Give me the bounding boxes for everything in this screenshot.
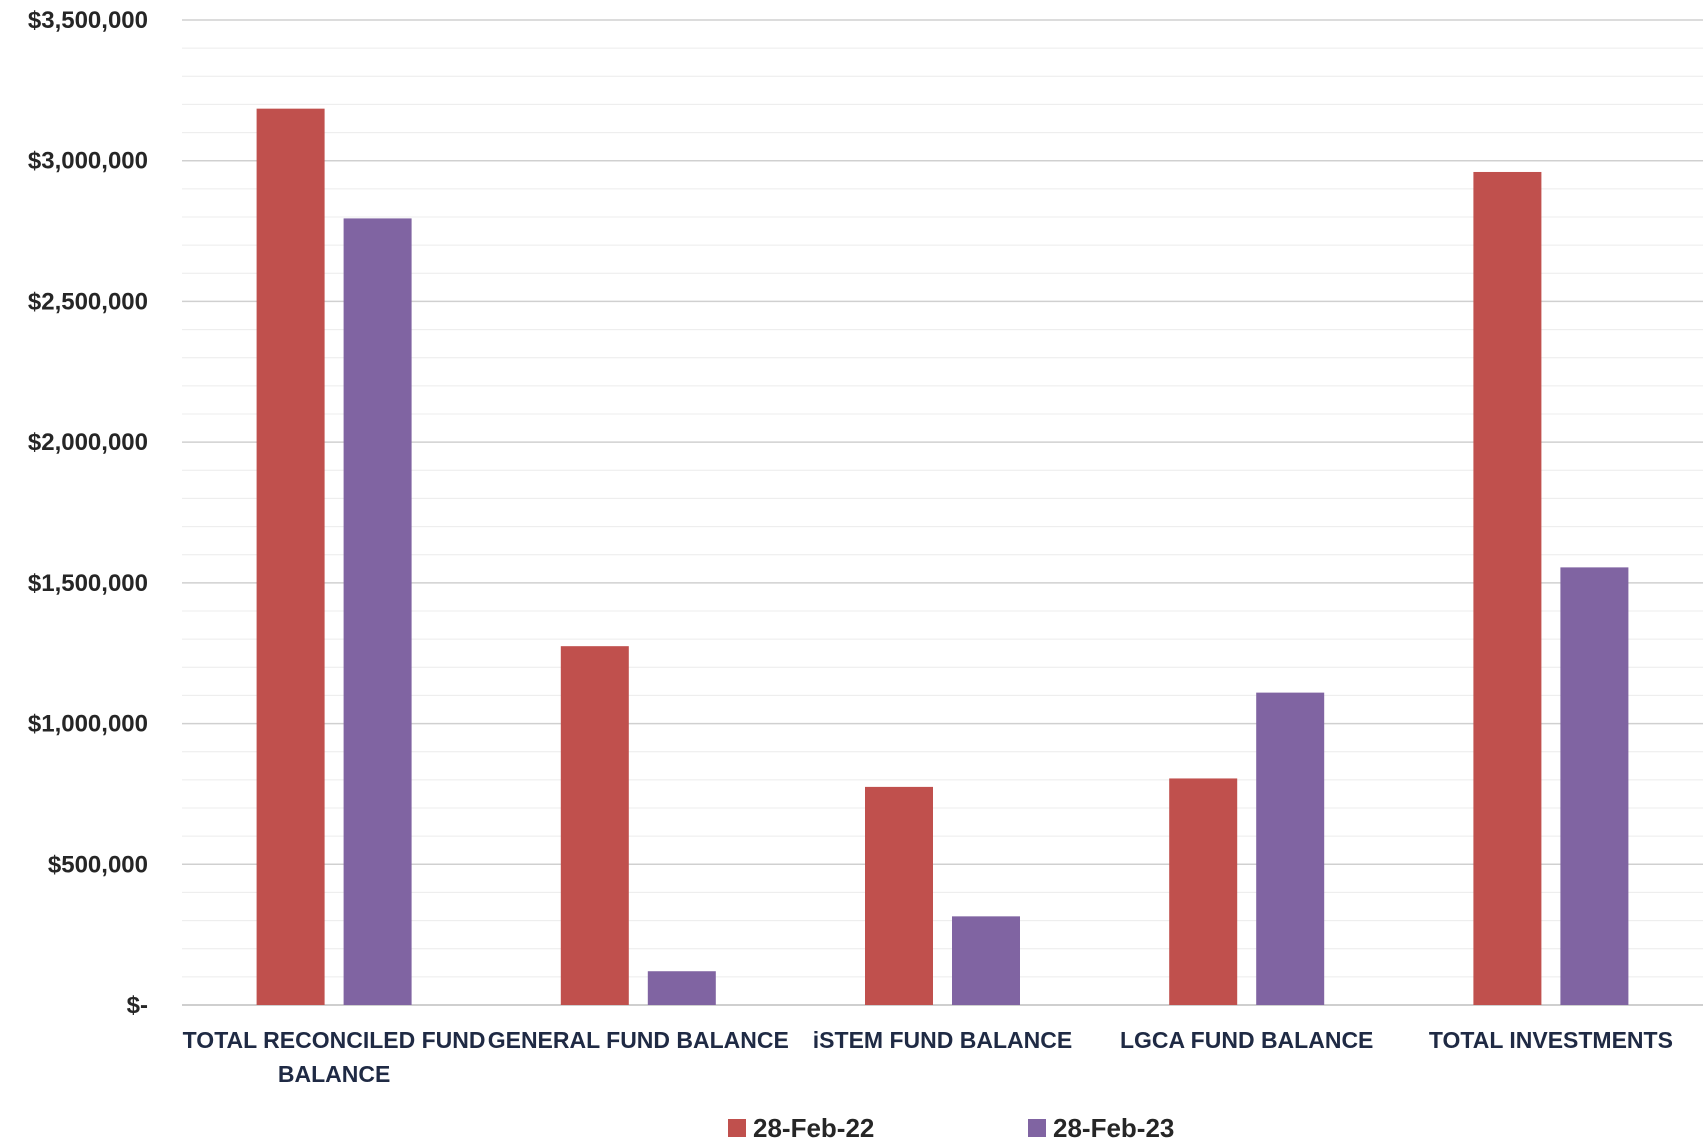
category-label: TOTAL INVESTMENTS xyxy=(1429,1027,1673,1053)
bar-28-Feb-23-3 xyxy=(1256,692,1325,1005)
bar-28-Feb-22-0 xyxy=(256,108,325,1005)
bar-28-Feb-22-4 xyxy=(1473,171,1542,1005)
category-label: LGCA FUND BALANCE xyxy=(1120,1027,1373,1053)
bar-28-Feb-23-1 xyxy=(647,971,716,1005)
y-tick-label: $- xyxy=(127,992,148,1019)
bar-28-Feb-22-1 xyxy=(560,646,629,1005)
y-tick-label: $3,000,000 xyxy=(28,148,148,175)
bars xyxy=(256,108,1629,1005)
category-label: iSTEM FUND BALANCE xyxy=(813,1027,1072,1053)
legend: 28-Feb-22 28-Feb-23 xyxy=(728,1113,1174,1143)
legend-swatch xyxy=(728,1119,746,1137)
category-label: BALANCE xyxy=(278,1061,390,1087)
y-tick-label: $1,500,000 xyxy=(28,570,148,597)
y-tick-label: $2,000,000 xyxy=(28,429,148,456)
bar-28-Feb-23-0 xyxy=(343,218,412,1005)
legend-swatch xyxy=(1028,1119,1046,1137)
y-tick-label: $3,500,000 xyxy=(28,7,148,34)
bar-28-Feb-23-2 xyxy=(952,916,1020,1005)
legend-label: 28-Feb-22 xyxy=(753,1113,874,1143)
y-tick-label: $500,000 xyxy=(48,851,148,878)
y-tick-label: $2,500,000 xyxy=(28,288,148,315)
legend-label: 28-Feb-23 xyxy=(1053,1113,1174,1143)
bar-28-Feb-23-4 xyxy=(1560,567,1629,1005)
bar-28-Feb-22-2 xyxy=(865,786,933,1005)
y-axis: $- $500,000 $1,000,000 $1,500,000 $2,000,000… xyxy=(28,7,148,1019)
x-axis: TOTAL RECONCILED FUND BALANCE GENERAL FUND… xyxy=(183,1027,1673,1087)
gridlines xyxy=(182,19,1703,1006)
category-label: TOTAL RECONCILED FUND xyxy=(183,1027,486,1053)
bar-28-Feb-22-3 xyxy=(1169,778,1238,1005)
category-label: GENERAL FUND BALANCE xyxy=(488,1027,789,1053)
y-tick-label: $1,000,000 xyxy=(28,711,148,738)
